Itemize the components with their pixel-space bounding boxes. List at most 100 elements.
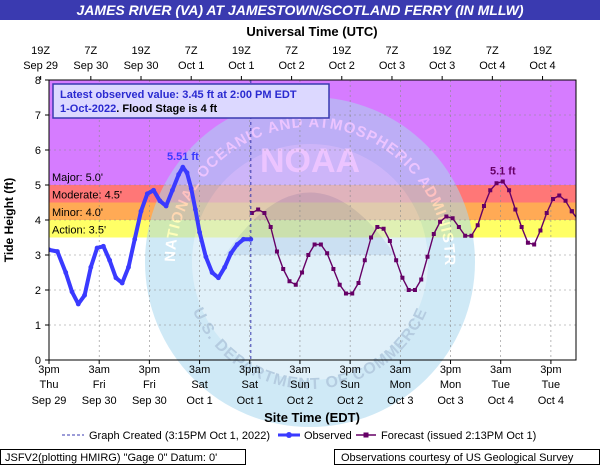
x-tick-date: Oct 3 xyxy=(437,395,463,407)
top-tick-date: Oct 3 xyxy=(429,60,455,72)
forecast-point xyxy=(456,225,461,229)
observed-point xyxy=(126,264,131,270)
top-tick-time: 7Z xyxy=(386,45,399,57)
y-tick-label: 6 xyxy=(35,145,41,157)
observed-point xyxy=(144,191,150,197)
forecast-point xyxy=(557,193,562,198)
top-tick-time: 19Z xyxy=(132,45,151,57)
x-tick-time: 3am xyxy=(88,364,109,376)
top-tick-time: 7Z xyxy=(486,45,499,57)
series-line xyxy=(251,180,573,295)
x-tick-date: Oct 2 xyxy=(337,395,363,407)
forecast-point xyxy=(381,226,386,231)
forecast-point xyxy=(412,288,417,292)
info-line-2: 1-Oct-2022. Flood Stage is 4 ft xyxy=(60,103,217,115)
y-tick-label: 8 xyxy=(35,75,41,87)
forecast-point xyxy=(582,232,586,236)
x-tick-time: 3am xyxy=(289,364,310,376)
top-tick-time: 19Z xyxy=(31,45,50,57)
x-tick-date: Sep 29 xyxy=(32,395,67,407)
x-tick-date: Oct 3 xyxy=(387,395,413,407)
observed-point xyxy=(113,275,119,281)
x-tick-day: Sat xyxy=(242,379,259,391)
peak-label: 5.51 ft xyxy=(167,151,199,163)
flood-stage-labels: Major: 5.0' Moderate: 4.5' Minor: 4.0' Acti… xyxy=(52,172,122,237)
forecast-point xyxy=(550,197,555,201)
top-tick-date: Oct 4 xyxy=(479,60,505,72)
x-tick-time: 3am xyxy=(490,364,511,376)
x-tick-date: Oct 2 xyxy=(287,395,313,407)
observed-point xyxy=(75,301,81,307)
top-axis-label: Universal Time (UTC) xyxy=(246,24,377,39)
forecast-point xyxy=(488,188,493,193)
legend-forecast-marker xyxy=(363,432,369,438)
observed-point xyxy=(151,187,156,193)
top-tick-time: 19Z xyxy=(433,45,452,57)
forecast-point xyxy=(293,282,298,287)
info-box: Latest observed value: 3.45 ft at 2:00 P… xyxy=(52,83,330,119)
x-tick-time: 3am xyxy=(189,364,210,376)
observed-point xyxy=(49,247,52,253)
observed-point xyxy=(188,186,194,191)
observed-point xyxy=(100,243,106,249)
x-tick-day: Fri xyxy=(143,379,156,391)
stage-band-label: Major: 5.0' xyxy=(52,172,103,184)
observed-point xyxy=(82,292,87,298)
observed-point xyxy=(138,208,144,214)
forecast-point xyxy=(532,242,537,247)
forecast-point xyxy=(500,179,505,184)
forecast-point xyxy=(375,225,380,229)
observed-point xyxy=(119,280,125,286)
y-axis-ticks: 0 1 2 3 4 5 6 7 8 xyxy=(35,75,49,367)
x-tick-time: 3pm xyxy=(540,364,561,376)
forecast-point xyxy=(507,188,512,193)
forecast-point xyxy=(569,209,574,214)
watermark-center-text: NOAA xyxy=(260,142,360,180)
top-tick-date: Oct 4 xyxy=(529,60,555,72)
peak-label: 5.1 ft xyxy=(490,166,516,178)
forecast-point xyxy=(356,281,361,285)
observed-point xyxy=(197,229,202,235)
observed-point xyxy=(157,198,163,204)
observed-point xyxy=(222,264,228,270)
series-line xyxy=(49,165,253,306)
forecast-point xyxy=(425,254,430,259)
forecast-point xyxy=(268,225,273,229)
y-axis-label: Tide Height (ft) xyxy=(2,178,16,262)
legend-observed-marker xyxy=(286,432,292,438)
forecast-point xyxy=(450,216,455,221)
forecast-point xyxy=(595,255,599,259)
top-tick-time: 19Z xyxy=(232,45,251,57)
y-tick-label: 0 xyxy=(35,355,41,367)
x-tick-day: Thu xyxy=(40,379,59,391)
observed-point xyxy=(180,164,186,170)
bottom-axis-ticks: 3pm Thu Sep 29 3am Fri Sep 30 3pm Fri Sep 30 3am S… xyxy=(32,360,564,407)
x-tick-day: Tue xyxy=(491,379,510,391)
observed-point xyxy=(209,270,215,275)
forecast-point xyxy=(387,239,392,243)
forecast-point xyxy=(306,253,311,257)
x-tick-day: Sat xyxy=(191,379,208,391)
chart-title: JAMES RIVER (VA) AT JAMESTOWN/SCOTLAND F… xyxy=(77,2,524,18)
stage-band-label: Action: 3.5' xyxy=(52,225,106,237)
x-tick-date: Sep 30 xyxy=(132,395,167,407)
top-tick-date: Oct 3 xyxy=(379,60,405,72)
forecast-point xyxy=(525,240,530,245)
legend-graph-created: Graph Created (3:15PM Oct 1, 2022) xyxy=(89,430,270,442)
legend-observed: Observed xyxy=(304,430,352,442)
grid-lines xyxy=(49,80,576,360)
observed-point xyxy=(228,250,234,256)
forecast-point xyxy=(419,277,424,282)
forecast-point xyxy=(274,249,279,254)
forecast-point xyxy=(538,228,543,233)
forecast-point xyxy=(563,198,568,203)
forecast-point xyxy=(438,219,443,224)
footer-credit: Observations courtesy of US Geological S… xyxy=(341,452,574,464)
series-layer xyxy=(49,164,599,307)
top-tick-time: 7Z xyxy=(285,45,298,57)
x-axis-label: Site Time (EDT) xyxy=(264,410,360,425)
forecast-point xyxy=(325,251,330,256)
forecast-point xyxy=(318,242,323,247)
observed-point xyxy=(88,264,94,270)
forecast-point xyxy=(312,242,317,247)
